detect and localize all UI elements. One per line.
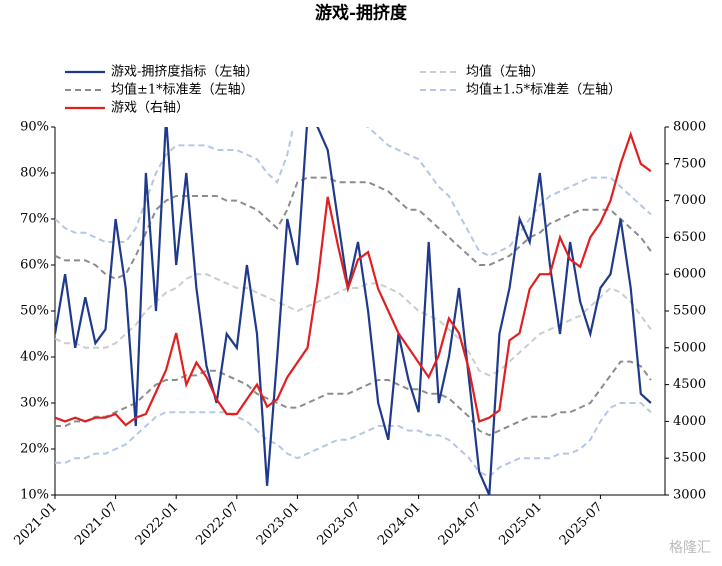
y-tick-label: 50% <box>20 304 49 319</box>
line <box>55 273 652 377</box>
line <box>55 402 652 478</box>
y-tick-label: 60% <box>20 258 49 273</box>
y-tick-label: 40% <box>20 350 49 365</box>
x-tick-label: 2023-01 <box>254 500 303 549</box>
y-tick-label: 90% <box>20 120 49 135</box>
line <box>55 176 652 280</box>
x-tick-label: 2021-07 <box>72 500 121 549</box>
chart-title: 游戏-拥挤度 <box>315 3 408 24</box>
y-tick-label: 20% <box>20 442 49 457</box>
x-tick-label: 2024-07 <box>436 500 485 549</box>
legend-label: 均值（左轴） <box>466 64 544 80</box>
line <box>55 127 652 495</box>
x-tick-label: 2024-01 <box>375 500 424 549</box>
y-tick-label: 70% <box>20 212 49 227</box>
y-tick-label: 30% <box>20 396 49 411</box>
line <box>55 131 652 427</box>
y2-tick-label: 3000 <box>673 488 706 503</box>
plot-area <box>55 127 652 495</box>
y2-tick-label: 5500 <box>673 304 706 319</box>
y-tick-label: 10% <box>20 488 49 503</box>
watermark: 格隆汇 <box>669 540 711 556</box>
y2-tick-label: 3500 <box>673 451 706 466</box>
legend-label: 游戏（右轴） <box>111 101 189 116</box>
y2-tick-label: 7500 <box>673 156 706 171</box>
y2-tick-label: 7000 <box>673 193 706 208</box>
y2-tick-label: 6500 <box>673 230 706 245</box>
x-tick-label: 2025-07 <box>557 500 606 549</box>
x-tick-label: 2022-01 <box>133 500 182 549</box>
y2-tick-label: 5000 <box>673 340 706 355</box>
y2-tick-label: 6000 <box>673 267 706 282</box>
x-tick-label: 2025-01 <box>496 500 545 549</box>
legend-label: 游戏-拥挤度指标（左轴） <box>111 64 258 80</box>
x-tick-label: 2023-07 <box>314 500 363 549</box>
y-tick-label: 80% <box>20 166 49 181</box>
y2-tick-label: 4000 <box>673 414 706 429</box>
x-tick-label: 2022-07 <box>193 500 242 549</box>
legend-label: 均值±1.5*标准差（左轴） <box>466 82 621 98</box>
x-tick-label: 2021-01 <box>11 500 60 549</box>
y2-tick-label: 8000 <box>673 120 706 135</box>
y2-tick-label: 4500 <box>673 377 706 392</box>
legend-label: 均值±1*标准差（左轴） <box>111 82 254 98</box>
line <box>55 360 652 437</box>
